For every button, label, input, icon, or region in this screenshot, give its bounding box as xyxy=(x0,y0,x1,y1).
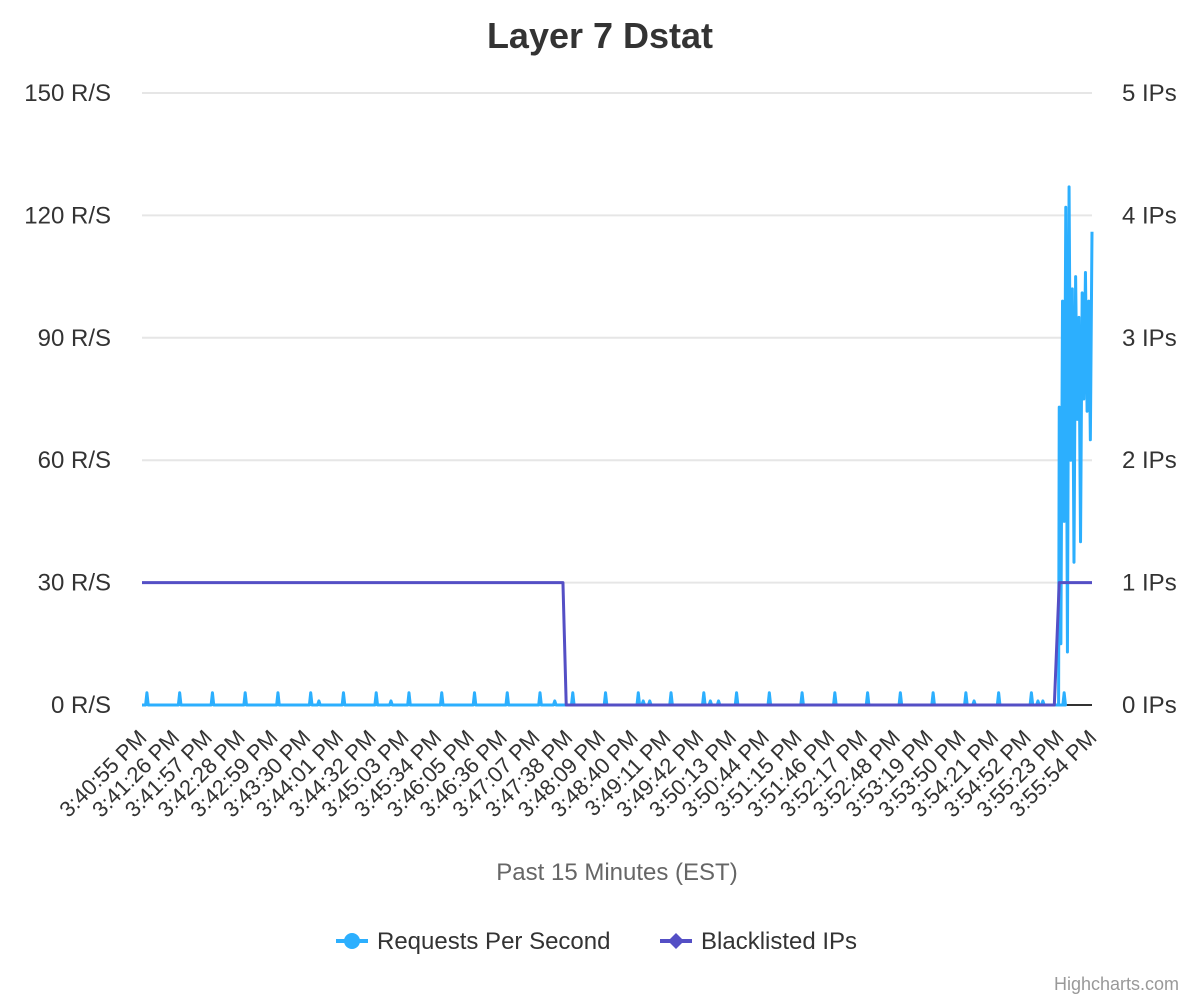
x-axis-ticks: 3:40:55 PM3:41:26 PM3:41:57 PM3:42:28 PM… xyxy=(54,725,1101,822)
series-line-requests-per-second xyxy=(142,185,1094,707)
y-tick-right: 4 IPs xyxy=(1122,202,1177,229)
plot-area xyxy=(142,185,1094,707)
y-axis-left: 0 R/S 30 R/S 60 R/S 90 R/S 120 R/S 150 R/S xyxy=(24,80,111,719)
y-tick-right: 5 IPs xyxy=(1122,80,1177,107)
credits-link[interactable]: Highcharts.com xyxy=(1054,974,1179,994)
y-tick-left: 0 R/S xyxy=(51,692,111,719)
y-tick-right: 1 IPs xyxy=(1122,570,1177,597)
legend-item-blacklisted[interactable]: Blacklisted IPs xyxy=(660,928,857,955)
y-tick-right: 3 IPs xyxy=(1122,325,1177,352)
diamond-marker-icon xyxy=(668,933,684,949)
y-axis-right: 0 IPs 1 IPs 2 IPs 3 IPs 4 IPs 5 IPs xyxy=(1122,80,1177,719)
grid-layer xyxy=(142,92,1092,706)
chart-title: Layer 7 Dstat xyxy=(487,15,713,56)
y-tick-right: 2 IPs xyxy=(1122,447,1177,474)
y-tick-left: 60 R/S xyxy=(38,447,111,474)
y-tick-left: 30 R/S xyxy=(38,570,111,597)
legend-label-requests: Requests Per Second xyxy=(377,928,610,955)
y-tick-right: 0 IPs xyxy=(1122,692,1177,719)
legend-item-requests[interactable]: Requests Per Second xyxy=(336,928,610,955)
circle-marker-icon xyxy=(344,933,360,949)
x-axis-title: Past 15 Minutes (EST) xyxy=(496,859,737,886)
series-line-blacklisted-ips xyxy=(142,581,1092,707)
y-tick-left: 90 R/S xyxy=(38,325,111,352)
legend: Requests Per Second Blacklisted IPs xyxy=(336,928,857,955)
legend-label-blacklisted: Blacklisted IPs xyxy=(701,928,857,955)
y-tick-left: 120 R/S xyxy=(24,202,111,229)
y-tick-left: 150 R/S xyxy=(24,80,111,107)
